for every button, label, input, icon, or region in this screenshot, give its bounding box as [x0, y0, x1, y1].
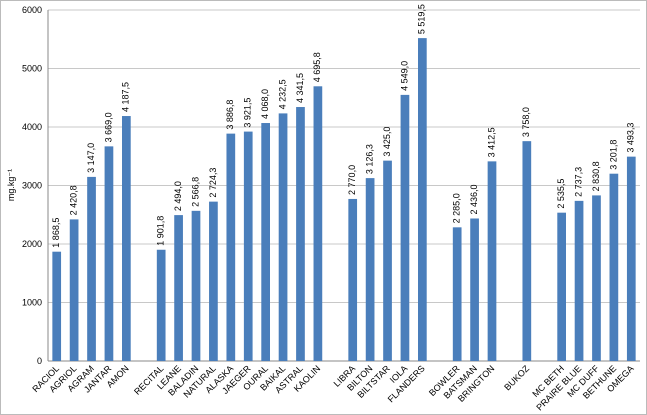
bar: [487, 161, 497, 361]
value-label: 2 494,0: [173, 181, 183, 211]
y-tick-label: 2000: [22, 239, 42, 249]
y-tick-label: 6000: [22, 5, 42, 15]
value-label: 2 285,0: [452, 193, 462, 223]
bar: [348, 198, 358, 361]
value-label: 1 868,5: [51, 218, 61, 248]
value-label: 1 901,8: [156, 216, 166, 246]
bar: [209, 201, 218, 361]
bar: [383, 160, 392, 361]
y-tick-label: 5000: [22, 64, 42, 74]
bar: [626, 156, 636, 361]
bar: [574, 200, 584, 361]
bar: [174, 215, 183, 361]
bar: [226, 133, 236, 361]
value-label: 4 695,8: [312, 52, 322, 82]
bar: [522, 141, 532, 361]
bar: [278, 113, 288, 362]
value-label: 3 425,0: [382, 127, 392, 157]
value-label: 2 535,5: [556, 179, 566, 209]
bar: [400, 94, 410, 362]
value-label: 2 436,0: [469, 184, 479, 214]
bar: [156, 249, 166, 361]
value-label: 3 147,0: [86, 143, 96, 173]
value-label: 2 724,3: [208, 168, 218, 198]
y-tick-label: 3000: [22, 181, 42, 191]
value-label: 4 068,0: [260, 89, 270, 119]
y-axis-label: mg.kg⁻¹: [6, 169, 16, 201]
bar: [296, 107, 305, 361]
value-label: 4 187,5: [121, 82, 131, 112]
value-label: 2 830,8: [591, 161, 601, 191]
value-label: 3 886,8: [225, 100, 235, 130]
value-label: 3 201,8: [608, 140, 618, 170]
bar: [313, 86, 323, 361]
value-label: 2 566,8: [190, 177, 200, 207]
y-tick-label: 4000: [22, 122, 42, 132]
value-label: 3 412,5: [486, 127, 496, 157]
value-label: 3 921,5: [243, 98, 253, 128]
y-tick-label: 1000: [22, 298, 42, 308]
value-label: 4 341,5: [295, 73, 305, 103]
bar: [470, 218, 479, 361]
bar: [261, 123, 270, 361]
bar: [557, 212, 566, 361]
bar: [122, 116, 131, 361]
value-label: 4 549,0: [399, 61, 409, 91]
value-label: 3 126,3: [364, 144, 374, 174]
bar: [191, 210, 201, 361]
bar: [87, 176, 96, 361]
bar: [365, 178, 375, 361]
bar: [609, 173, 619, 361]
bar: [69, 219, 79, 361]
value-label: 2 770,0: [347, 165, 357, 195]
value-label: 5 519,5: [417, 4, 427, 34]
bar: [452, 227, 462, 361]
value-label: 2 420,8: [68, 185, 78, 215]
y-tick-label: 0: [37, 356, 42, 366]
value-label: 3 669,0: [103, 112, 113, 142]
bar: [52, 251, 62, 361]
value-label: 3 758,0: [521, 107, 531, 137]
bar: [104, 146, 114, 361]
bar: [418, 38, 427, 361]
bar: [243, 131, 253, 361]
bar: [592, 195, 601, 361]
value-label: 4 232,5: [277, 79, 287, 109]
value-label: 3 493,3: [626, 123, 636, 153]
value-label: 2 737,3: [573, 167, 583, 197]
